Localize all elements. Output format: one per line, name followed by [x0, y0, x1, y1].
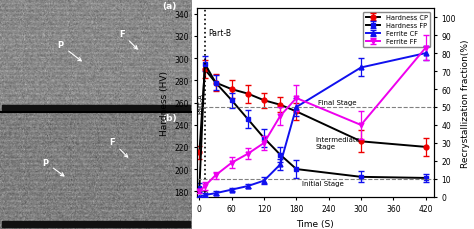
- Text: Initial Stage: Initial Stage: [302, 180, 344, 186]
- Text: (b): (b): [162, 113, 177, 122]
- Text: Intermediate
Stage: Intermediate Stage: [315, 137, 360, 150]
- Text: (c): (c): [409, 13, 424, 23]
- Text: Part-B: Part-B: [208, 29, 231, 38]
- Text: P: P: [42, 158, 64, 176]
- Bar: [2, 105, 190, 111]
- Y-axis label: Recrystallization fraction(%): Recrystallization fraction(%): [461, 39, 470, 167]
- X-axis label: Time (S): Time (S): [296, 219, 334, 228]
- Bar: [2, 221, 190, 227]
- Text: F: F: [109, 137, 128, 158]
- Legend: Hardness CP, Hardness FP, Ferrite CF, Ferrite FF: Hardness CP, Hardness FP, Ferrite CF, Fe…: [363, 12, 430, 48]
- Text: (a): (a): [162, 2, 177, 11]
- Text: Final Stage: Final Stage: [318, 100, 356, 106]
- Text: F: F: [119, 30, 137, 50]
- Text: CR: CR: [200, 190, 210, 196]
- Text: Part-A: Part-A: [198, 93, 204, 113]
- Text: P: P: [58, 41, 82, 62]
- Y-axis label: Hardness (HV): Hardness (HV): [160, 71, 169, 135]
